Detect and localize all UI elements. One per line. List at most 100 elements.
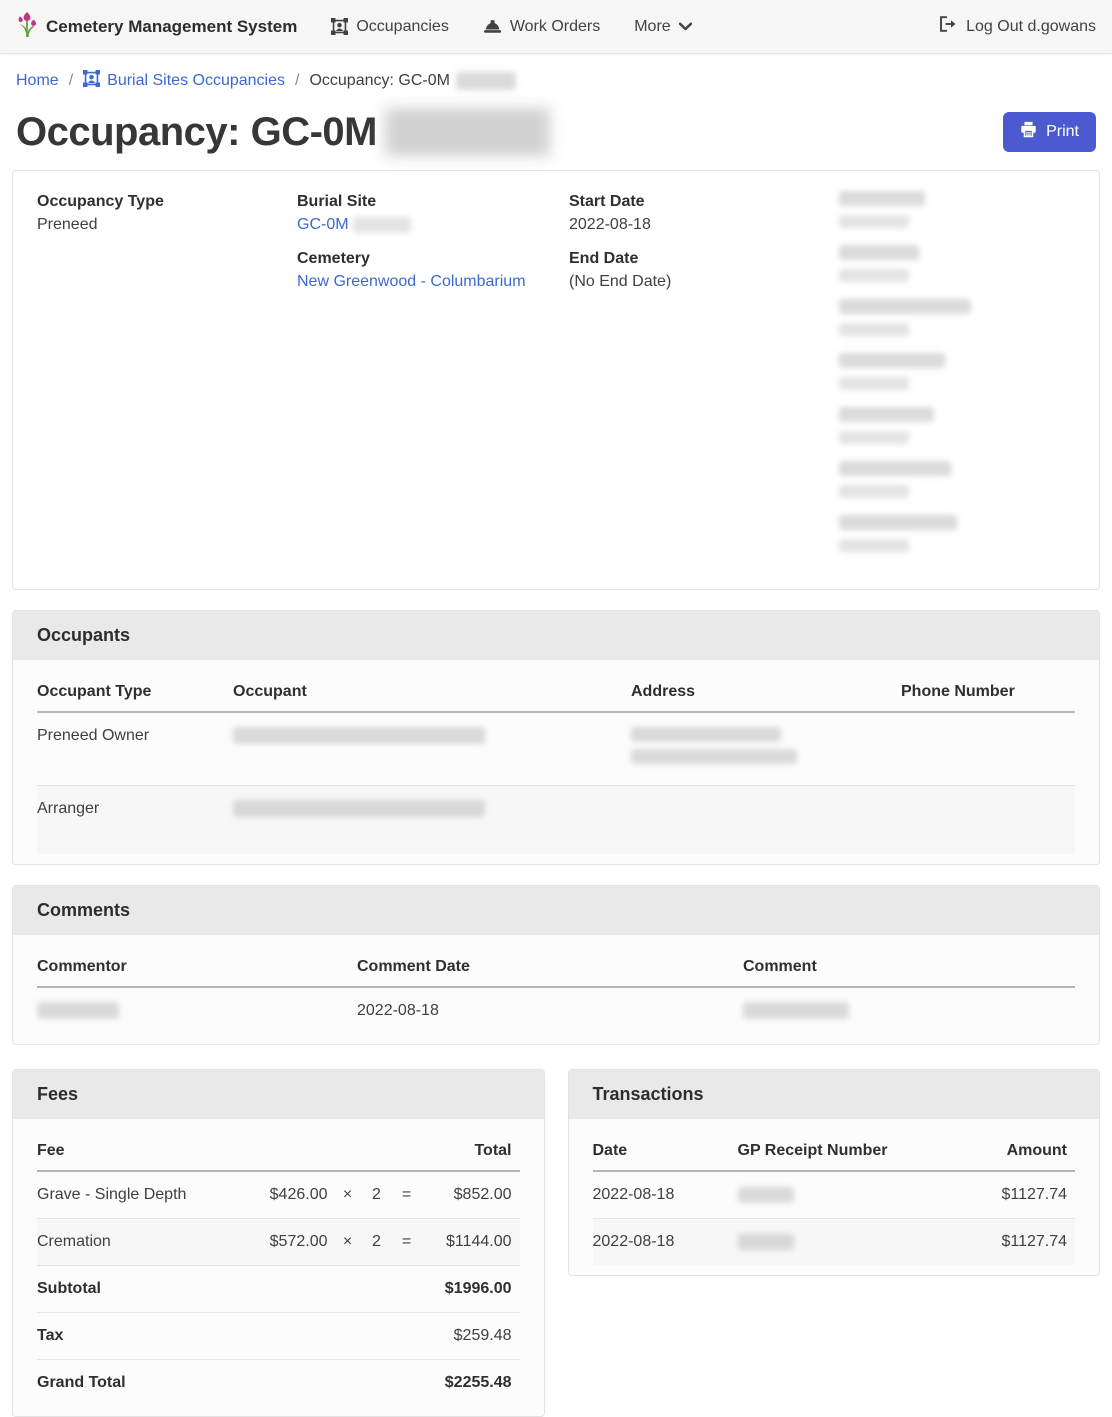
redacted-breadcrumb-suffix [455,72,516,90]
detail-col-2: Burial Site GC-0M Cemetery New Greenwood… [297,191,569,569]
fee-total-cell: $1144.00 [427,1218,520,1266]
occupants-col-header: Occupant [233,668,631,713]
grand-total-row: Grand Total $2255.48 [37,1359,520,1406]
transactions-col-header: Amount [965,1127,1075,1172]
grand-total-label: Grand Total [37,1359,256,1406]
monument-icon [83,70,101,92]
end-date-label: End Date [569,250,639,267]
cemetery-label: Cemetery [297,250,370,267]
chevron-down-icon [678,22,692,31]
fees-col-header: Total [427,1127,520,1172]
redacted-field [839,353,1075,390]
phone-cell [901,712,1075,786]
redacted-field [839,191,1075,228]
detail-col-1: Occupancy Type Preneed [37,191,297,569]
end-date-value: (No End Date) [569,273,672,290]
burial-site-field: Burial Site GC-0M [297,191,569,235]
transaction-amount-cell: $1127.74 [965,1218,1075,1265]
nav-item-work-orders[interactable]: Work Orders [483,18,600,36]
tulip-logo-icon [16,11,37,43]
redacted-field [839,515,1075,552]
breadcrumb-home-link[interactable]: Home [16,72,59,89]
fee-name-cell: Grave - Single Depth [37,1186,187,1203]
breadcrumb-current: Occupancy: GC-0M [309,72,516,90]
subtotal-value: $1996.00 [427,1265,520,1313]
redacted-receipt-number [737,1186,794,1203]
occupancy-type-field: Occupancy Type Preneed [37,191,297,235]
nav-item-label: Occupancies [356,17,449,35]
equals-sign: = [401,1186,412,1203]
breadcrumb: Home / Burial Sites Occupancies / Occupa… [0,54,1112,98]
redacted-field [839,407,1075,444]
occupancy-detail-panel: Occupancy Type Preneed Burial Site GC-0M… [12,170,1100,590]
redacted-receipt-number [737,1233,794,1250]
occupants-col-header: Occupant Type [37,668,233,713]
print-button-label: Print [1046,123,1079,140]
occupancy-type-value: Preneed [37,216,98,233]
nav-item-label: More [634,17,671,35]
comments-col-header: Commentor [37,943,357,988]
fees-section: Fees Fee Total Grave - Single Depth $426… [12,1069,545,1417]
redacted-occupant-name [233,800,485,818]
occupants-section: Occupants Occupant Type Occupant Address… [12,610,1100,865]
page-title: Occupancy: GC-0M [16,108,550,156]
breadcrumb-occupancies-link[interactable]: Burial Sites Occupancies [83,70,285,92]
occupancy-type-label: Occupancy Type [37,193,164,210]
cemetery-field: Cemetery New Greenwood - Columbarium [297,248,569,292]
comments-section-title: Comments [13,886,1099,935]
nav-item-more[interactable]: More [634,17,692,36]
table-row: 2022-08-18 $1127.74 [592,1218,1075,1265]
cemetery-link[interactable]: New Greenwood - Columbarium [297,273,526,290]
redacted-address-line [631,749,797,764]
comments-col-header: Comment Date [357,943,743,988]
brand[interactable]: Cemetery Management System [16,11,297,43]
tax-label: Tax [37,1312,256,1360]
redacted-title-suffix [384,108,550,156]
table-row: Grave - Single Depth $426.00 × 2 = $852.… [37,1171,520,1219]
equals-sign: = [393,1218,428,1266]
fees-section-title: Fees [13,1070,544,1119]
fee-quantity-cell: 2 [367,1218,394,1266]
table-row: Cremation $572.00 × 2 = $1144.00 [37,1218,520,1266]
burial-site-link[interactable]: GC-0M [297,216,349,233]
comments-table: Commentor Comment Date Comment 2022-08-1… [37,943,1075,1034]
transactions-col-header: GP Receipt Number [737,1127,965,1172]
comment-date-cell: 2022-08-18 [357,1002,439,1019]
logout-button[interactable]: Log Out d.gowans [939,16,1096,37]
comments-section: Comments Commentor Comment Date Comment … [12,885,1100,1045]
detail-col-redacted [839,191,1075,569]
fee-unit-price-cell: $572.00 [255,1218,336,1266]
logout-icon [939,16,957,37]
print-button[interactable]: Print [1003,112,1096,152]
detail-col-3: Start Date 2022-08-18 End Date (No End D… [569,191,839,569]
brand-label: Cemetery Management System [46,16,298,36]
occupants-table: Occupant Type Occupant Address Phone Num… [37,668,1075,854]
redacted-burial-site-suffix [353,216,412,233]
transaction-amount-cell: $1127.74 [1001,1186,1067,1203]
multiply-sign: × [335,1218,368,1266]
hard-hat-icon [483,19,502,35]
breadcrumb-separator: / [295,72,300,89]
start-date-value: 2022-08-18 [569,216,651,233]
monument-icon [331,18,349,35]
redacted-commentor [37,1002,119,1020]
grand-total-value: $2255.48 [427,1359,520,1406]
table-row: 2022-08-18 [37,987,1075,1034]
nav-item-occupancies[interactable]: Occupancies [331,18,449,36]
subtotal-row: Subtotal $1996.00 [37,1265,520,1313]
end-date-field: End Date (No End Date) [569,248,839,292]
top-navbar: Cemetery Management System Occupancies W… [0,0,1112,54]
fee-total-cell: $852.00 [453,1186,512,1203]
comments-col-header: Comment [743,943,1075,988]
address-cell [631,785,901,854]
tax-value: $259.48 [427,1312,520,1360]
nav-item-label: Work Orders [509,17,601,35]
breadcrumb-occupancies-label: Burial Sites Occupancies [107,72,285,89]
fee-unit-price-cell: $426.00 [269,1186,328,1203]
redacted-field [839,461,1075,498]
phone-cell [901,785,1075,854]
transaction-date-cell: 2022-08-18 [592,1218,738,1265]
occupants-section-title: Occupants [13,611,1099,660]
redacted-field [839,299,1075,336]
fee-quantity-cell: 2 [372,1186,381,1203]
